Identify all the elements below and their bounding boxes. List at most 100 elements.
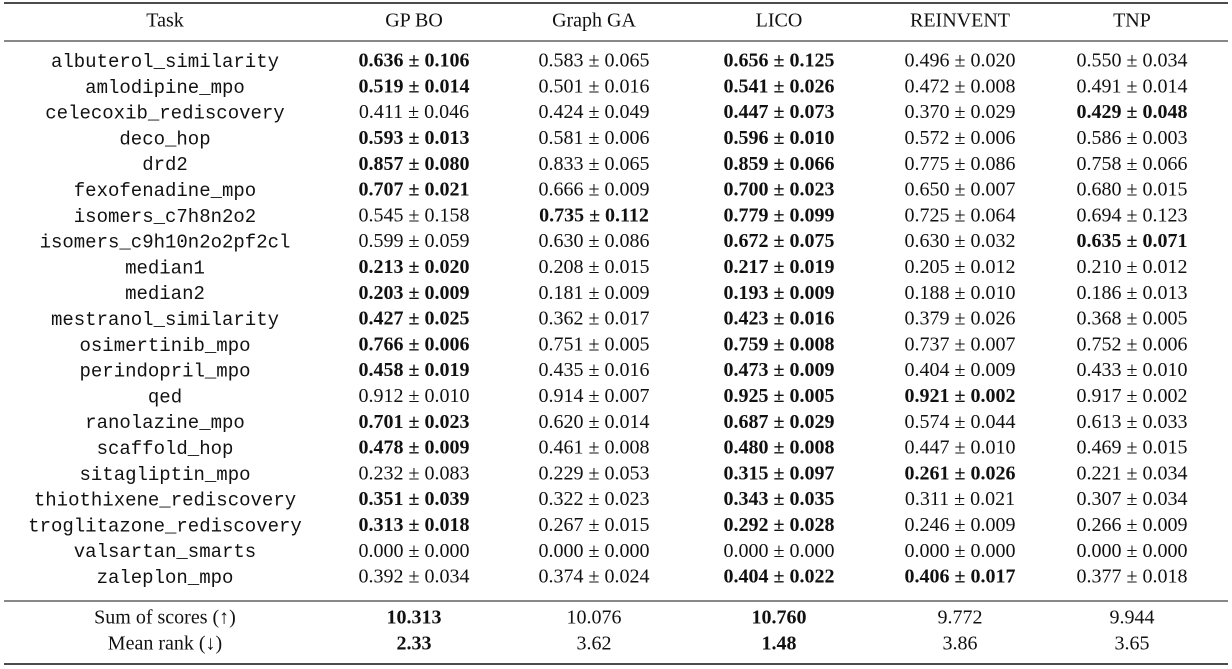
- score-cell: 0.411 ± 0.046: [359, 101, 469, 123]
- highlighted-cell: 10.760: [752, 607, 807, 629]
- score-cell: 0.725 ± 0.064: [905, 204, 1016, 226]
- score-cell: 0.599 ± 0.059: [359, 230, 470, 252]
- score-cell: 0.208 ± 0.015: [539, 256, 650, 278]
- score-cell: 0.210 ± 0.012: [1077, 256, 1188, 278]
- task-name: osimertinib_mpo: [79, 335, 250, 357]
- highlighted-cell: 0.478 ± 0.009: [359, 437, 470, 459]
- score-cell: 0.232 ± 0.083: [359, 462, 470, 484]
- score-cell: 0.368 ± 0.005: [1077, 308, 1188, 330]
- score-cell: 3.86: [943, 633, 978, 655]
- score-cell: 0.586 ± 0.003: [1077, 127, 1188, 149]
- highlighted-cell: 10.313: [387, 607, 442, 629]
- header-cell: REINVENT: [910, 10, 1010, 32]
- task-name: deco_hop: [119, 128, 210, 150]
- score-cell: 0.392 ± 0.034: [359, 566, 470, 588]
- highlighted-cell: 0.701 ± 0.023: [359, 411, 470, 433]
- highlighted-cell: 0.700 ± 0.023: [724, 179, 835, 201]
- task-name: Sum of scores (↑): [94, 607, 236, 629]
- highlighted-cell: 0.779 ± 0.099: [724, 204, 835, 226]
- score-cell: 3.62: [577, 633, 612, 655]
- score-cell: 0.583 ± 0.065: [539, 50, 650, 72]
- score-cell: 0.433 ± 0.010: [1077, 359, 1188, 381]
- score-cell: 0.545 ± 0.158: [359, 204, 470, 226]
- score-cell: 9.944: [1110, 607, 1155, 629]
- task-name: perindopril_mpo: [79, 361, 250, 383]
- score-cell: 0.694 ± 0.123: [1077, 204, 1188, 226]
- highlighted-cell: 0.636 ± 0.106: [359, 50, 470, 72]
- score-cell: 0.461 ± 0.008: [539, 437, 650, 459]
- task-name: albuterol_similarity: [51, 51, 279, 73]
- score-cell: 0.379 ± 0.026: [905, 308, 1016, 330]
- highlighted-cell: 0.261 ± 0.026: [905, 462, 1016, 484]
- task-name: median1: [125, 257, 205, 279]
- highlighted-cell: 0.292 ± 0.028: [724, 514, 835, 536]
- highlighted-cell: 0.458 ± 0.019: [359, 359, 470, 381]
- score-cell: 0.914 ± 0.007: [539, 385, 650, 407]
- score-cell: 0.377 ± 0.018: [1077, 566, 1188, 588]
- score-cell: 0.266 ± 0.009: [1077, 514, 1188, 536]
- highlighted-cell: 0.519 ± 0.014: [359, 75, 470, 97]
- highlighted-cell: 0.656 ± 0.125: [724, 50, 835, 72]
- score-cell: 0.181 ± 0.009: [539, 282, 650, 304]
- score-cell: 0.186 ± 0.013: [1077, 282, 1188, 304]
- score-cell: 0.447 ± 0.010: [905, 437, 1016, 459]
- highlighted-cell: 0.213 ± 0.020: [359, 256, 470, 278]
- task-name: troglitazone_rediscovery: [28, 515, 302, 537]
- task-name: scaffold_hop: [97, 438, 234, 460]
- score-cell: 0.322 ± 0.023: [539, 488, 650, 510]
- score-cell: 0.917 ± 0.002: [1077, 385, 1188, 407]
- highlighted-cell: 0.766 ± 0.006: [359, 333, 470, 355]
- score-cell: 0.229 ± 0.053: [539, 462, 650, 484]
- score-cell: 0.374 ± 0.024: [539, 566, 650, 588]
- header-cell: Task: [146, 10, 183, 32]
- task-name: drd2: [142, 154, 188, 176]
- highlighted-cell: 0.480 ± 0.008: [724, 437, 835, 459]
- highlighted-cell: 0.759 ± 0.008: [724, 333, 835, 355]
- header-cell: TNP: [1113, 10, 1151, 32]
- score-cell: 0.550 ± 0.034: [1077, 50, 1188, 72]
- score-cell: 0.613 ± 0.033: [1077, 411, 1188, 433]
- task-name: ranolazine_mpo: [85, 412, 245, 434]
- score-cell: 0.650 ± 0.007: [905, 179, 1016, 201]
- task-name: median2: [125, 283, 205, 305]
- highlighted-cell: 0.541 ± 0.026: [724, 75, 835, 97]
- score-cell: 0.000 ± 0.000: [905, 540, 1016, 562]
- highlighted-cell: 0.596 ± 0.010: [724, 127, 835, 149]
- score-cell: 0.620 ± 0.014: [539, 411, 650, 433]
- score-cell: 0.221 ± 0.034: [1077, 462, 1188, 484]
- score-cell: 0.267 ± 0.015: [539, 514, 650, 536]
- score-cell: 0.630 ± 0.086: [539, 230, 650, 252]
- highlighted-cell: 0.203 ± 0.009: [359, 282, 470, 304]
- score-cell: 0.404 ± 0.009: [905, 359, 1016, 381]
- highlighted-cell: 0.473 ± 0.009: [724, 359, 835, 381]
- task-name: sitagliptin_mpo: [79, 464, 250, 486]
- score-cell: 0.435 ± 0.016: [539, 359, 650, 381]
- highlighted-cell: 0.427 ± 0.025: [359, 308, 470, 330]
- highlighted-cell: 0.313 ± 0.018: [359, 514, 470, 536]
- score-cell: 0.205 ± 0.012: [905, 256, 1016, 278]
- highlighted-cell: 0.447 ± 0.073: [724, 101, 835, 123]
- score-cell: 0.737 ± 0.007: [905, 333, 1016, 355]
- score-cell: 0.000 ± 0.000: [539, 540, 650, 562]
- score-cell: 0.501 ± 0.016: [539, 75, 650, 97]
- score-cell: 0.472 ± 0.008: [905, 75, 1016, 97]
- highlighted-cell: 0.635 ± 0.071: [1077, 230, 1188, 252]
- highlighted-cell: 2.33: [397, 633, 432, 655]
- highlighted-cell: 0.707 ± 0.021: [359, 179, 470, 201]
- header-cell: Graph GA: [552, 10, 636, 32]
- highlighted-cell: 0.406 ± 0.017: [905, 566, 1016, 588]
- header-cell: GP BO: [385, 10, 443, 32]
- highlighted-cell: 0.921 ± 0.002: [905, 385, 1016, 407]
- task-name: mestranol_similarity: [51, 309, 279, 331]
- highlighted-cell: 0.735 ± 0.112: [539, 204, 649, 226]
- score-cell: 0.246 ± 0.009: [905, 514, 1016, 536]
- score-cell: 0.000 ± 0.000: [724, 540, 835, 562]
- score-cell: 0.307 ± 0.034: [1077, 488, 1188, 510]
- highlighted-cell: 0.857 ± 0.080: [359, 153, 470, 175]
- highlighted-cell: 0.593 ± 0.013: [359, 127, 470, 149]
- task-name: Mean rank (↓): [108, 633, 222, 655]
- score-cell: 0.188 ± 0.010: [905, 282, 1016, 304]
- score-cell: 3.65: [1115, 633, 1150, 655]
- score-cell: 0.775 ± 0.086: [905, 153, 1016, 175]
